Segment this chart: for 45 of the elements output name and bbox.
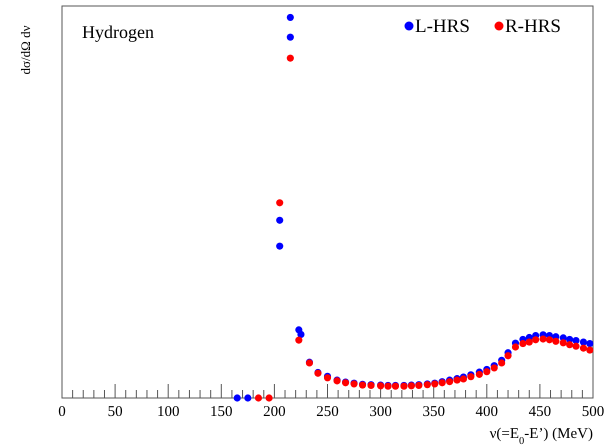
point bbox=[244, 394, 252, 402]
point bbox=[483, 368, 490, 376]
point bbox=[552, 338, 560, 345]
x-axis-title: ν(=E$_{0}$-E’) (MeV) bbox=[490, 426, 593, 446]
x-tick-label: 350 bbox=[422, 404, 445, 420]
point bbox=[276, 199, 284, 206]
point bbox=[566, 341, 574, 348]
point bbox=[286, 34, 294, 41]
y-axis-title: dσ/dΩ dν bbox=[18, 25, 33, 74]
point bbox=[580, 338, 588, 346]
point bbox=[586, 346, 594, 354]
x-tick-label: 200 bbox=[263, 404, 286, 420]
point bbox=[286, 54, 294, 62]
point bbox=[540, 335, 547, 343]
x-tick-label: 250 bbox=[316, 404, 339, 420]
x-tick-label: 300 bbox=[369, 404, 392, 420]
point bbox=[580, 344, 588, 352]
point bbox=[526, 338, 533, 346]
point bbox=[498, 359, 506, 367]
x-tick-label: 100 bbox=[156, 404, 180, 420]
point bbox=[519, 340, 526, 348]
point bbox=[266, 394, 273, 402]
point bbox=[560, 339, 567, 346]
point bbox=[234, 394, 241, 402]
x-tick-label: 500 bbox=[582, 404, 604, 420]
point bbox=[572, 342, 580, 350]
point bbox=[286, 14, 294, 21]
x-tick-label: 400 bbox=[476, 404, 498, 420]
x-tick-label: 150 bbox=[210, 404, 233, 420]
point bbox=[586, 340, 594, 348]
x-tick-label: 0 bbox=[58, 404, 66, 420]
chart-title: Hydrogen bbox=[82, 22, 154, 42]
legend-label: L-HRS bbox=[415, 16, 470, 37]
point bbox=[254, 394, 262, 402]
point bbox=[295, 336, 302, 344]
point bbox=[504, 352, 512, 360]
point bbox=[546, 336, 554, 344]
point bbox=[297, 330, 305, 338]
x-tick-label: 450 bbox=[528, 404, 552, 420]
point bbox=[276, 216, 284, 224]
point bbox=[532, 336, 540, 344]
point bbox=[276, 242, 284, 250]
legend-label: R-HRS bbox=[505, 16, 561, 37]
point bbox=[512, 343, 520, 351]
x-tick-label: 50 bbox=[108, 404, 123, 420]
